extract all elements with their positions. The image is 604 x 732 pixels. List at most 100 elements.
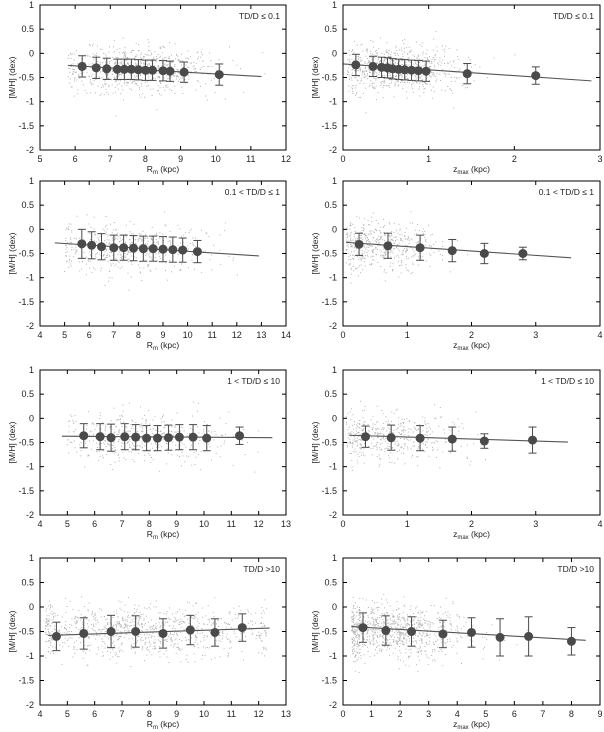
scatter-point <box>374 78 376 80</box>
scatter-point <box>397 248 399 250</box>
scatter-point <box>98 76 100 78</box>
scatter-point <box>346 233 348 235</box>
scatter-point <box>351 251 353 253</box>
scatter-point <box>368 244 370 246</box>
scatter-point <box>368 240 370 242</box>
scatter-point <box>97 646 99 648</box>
scatter-point <box>94 428 96 430</box>
scatter-point <box>413 63 415 65</box>
scatter-point <box>132 443 134 445</box>
scatter-point <box>258 652 260 654</box>
scatter-point <box>352 239 354 241</box>
scatter-point <box>361 71 363 73</box>
scatter-point <box>205 615 207 617</box>
scatter-point <box>111 623 113 625</box>
scatter-point <box>416 64 418 66</box>
scatter-point <box>355 434 357 436</box>
scatter-point <box>124 55 126 57</box>
scatter-point <box>109 270 111 272</box>
scatter-point <box>50 636 52 638</box>
scatter-point <box>230 627 232 629</box>
scatter-point <box>153 241 155 243</box>
x-axis-label: Rm (kpc) <box>147 719 180 731</box>
scatter-point <box>243 659 244 661</box>
scatter-point <box>416 59 418 61</box>
scatter-point <box>348 72 350 73</box>
scatter-point <box>402 429 404 431</box>
scatter-point <box>138 623 140 625</box>
scatter-point <box>382 255 384 257</box>
scatter-point <box>387 423 389 425</box>
scatter-point <box>387 51 389 53</box>
scatter-point <box>150 643 152 645</box>
scatter-point <box>110 78 112 80</box>
scatter-point <box>422 228 424 230</box>
scatter-point <box>131 648 132 650</box>
scatter-point <box>392 433 394 435</box>
scatter-point <box>401 264 403 266</box>
scatter-point <box>450 271 451 273</box>
scatter-point <box>111 252 113 254</box>
scatter-point <box>128 289 130 291</box>
scatter-point <box>400 262 402 264</box>
scatter-point <box>415 66 417 68</box>
scatter-point <box>143 63 145 65</box>
scatter-point <box>68 68 70 70</box>
scatter-point <box>355 239 357 241</box>
scatter-point <box>134 448 136 450</box>
scatter-point <box>48 651 50 653</box>
scatter-point <box>220 435 222 436</box>
scatter-point <box>134 56 136 58</box>
scatter-point <box>402 430 404 431</box>
scatter-point <box>401 418 403 420</box>
bin-mean-point <box>128 243 138 253</box>
scatter-point <box>103 52 105 54</box>
scatter-point <box>399 229 401 231</box>
scatter-point <box>132 458 134 460</box>
scatter-point <box>371 442 373 444</box>
scatter-point <box>404 38 406 40</box>
scatter-point <box>172 628 174 629</box>
scatter-point <box>88 637 90 639</box>
scatter-point <box>95 79 97 80</box>
scatter-point <box>228 612 230 613</box>
scatter-point <box>410 429 412 431</box>
scatter-point <box>441 89 443 91</box>
scatter-point <box>360 272 361 274</box>
scatter-point <box>149 634 151 636</box>
scatter-point <box>178 59 180 61</box>
scatter-point <box>120 254 122 256</box>
scatter-point <box>122 258 123 260</box>
scatter-point <box>381 80 383 82</box>
scatter-point <box>357 267 359 269</box>
scatter-point <box>148 50 150 52</box>
scatter-point <box>159 56 161 58</box>
scatter-point <box>387 53 389 55</box>
bin-mean-point <box>120 432 130 442</box>
panel-label: 1 < TD/D ≤ 10 <box>541 376 594 386</box>
scatter-point <box>78 73 80 75</box>
scatter-point <box>346 245 348 247</box>
scatter-point <box>124 257 126 259</box>
scatter-point <box>114 76 116 78</box>
scatter-point <box>208 65 210 67</box>
scatter-point <box>232 464 234 466</box>
scatter-point <box>141 425 143 427</box>
scatter-point <box>80 442 82 443</box>
scatter-point <box>369 230 371 232</box>
scatter-point <box>415 76 417 78</box>
scatter-point <box>154 648 155 650</box>
scatter-point <box>107 255 109 257</box>
scatter-point <box>144 441 146 443</box>
scatter-point <box>373 613 375 615</box>
scatter-point <box>346 241 347 243</box>
scatter-point <box>115 635 117 637</box>
scatter-point <box>354 246 356 248</box>
scatter-point <box>429 79 431 81</box>
scatter-point <box>116 419 118 421</box>
scatter-point <box>46 608 48 610</box>
scatter-point <box>94 233 96 235</box>
scatter-point <box>399 49 401 51</box>
scatter-point <box>455 77 457 79</box>
scatter-point <box>136 257 138 259</box>
